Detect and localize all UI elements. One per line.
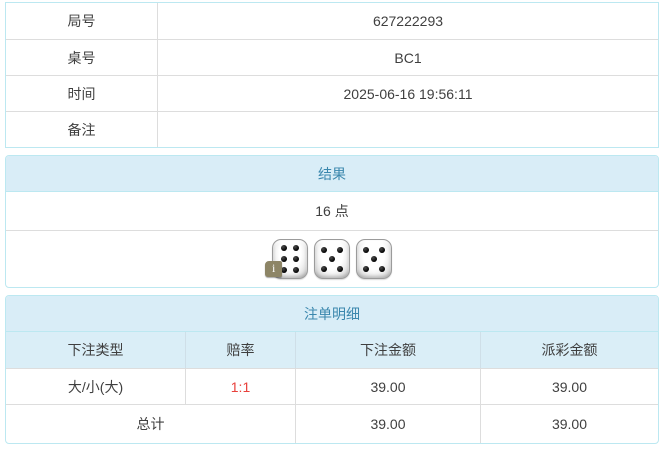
payout-amount: 39.00 bbox=[480, 368, 658, 404]
bet-type: 大/小(大) bbox=[6, 368, 185, 404]
bet-row: 大/小(大) 1:1 39.00 39.00 bbox=[6, 368, 658, 404]
die-5-icon bbox=[356, 239, 392, 279]
col-header-bet-type: 下注类型 bbox=[6, 332, 185, 368]
dice-row: i bbox=[6, 231, 658, 287]
table-number-value: BC1 bbox=[158, 39, 658, 75]
bet-panel: 注单明细 下注类型 赔率 下注金额 派彩金额 大/小(大) 1:1 39.00 … bbox=[5, 295, 659, 444]
col-header-payout-amount: 派彩金额 bbox=[480, 332, 658, 368]
bet-amount: 39.00 bbox=[295, 368, 480, 404]
table-number-label: 桌号 bbox=[6, 39, 158, 75]
total-payout-amount: 39.00 bbox=[480, 404, 658, 443]
bet-table-header-row: 下注类型 赔率 下注金额 派彩金额 bbox=[6, 332, 658, 368]
result-panel-header: 结果 bbox=[6, 156, 658, 192]
game-number-label: 局号 bbox=[6, 3, 158, 39]
page: 局号 627222293 桌号 BC1 时间 2025-06-16 19:56:… bbox=[5, 2, 659, 444]
table-row: 桌号 BC1 bbox=[6, 39, 658, 75]
game-info-table: 局号 627222293 桌号 BC1 时间 2025-06-16 19:56:… bbox=[5, 2, 659, 148]
col-header-bet-amount: 下注金额 bbox=[295, 332, 480, 368]
info-badge-icon: i bbox=[265, 261, 283, 277]
remark-value bbox=[158, 111, 658, 147]
die-6-icon: i bbox=[265, 239, 308, 279]
die-5-icon bbox=[314, 239, 350, 279]
bet-panel-header: 注单明细 bbox=[6, 296, 658, 332]
total-row: 总计 39.00 39.00 bbox=[6, 404, 658, 443]
result-points: 16 点 bbox=[6, 192, 658, 231]
bet-table: 下注类型 赔率 下注金额 派彩金额 大/小(大) 1:1 39.00 39.00… bbox=[6, 332, 658, 443]
table-row: 局号 627222293 bbox=[6, 3, 658, 39]
total-label: 总计 bbox=[6, 404, 295, 443]
time-value: 2025-06-16 19:56:11 bbox=[158, 75, 658, 111]
col-header-odds: 赔率 bbox=[185, 332, 295, 368]
result-panel: 结果 16 点 i bbox=[5, 155, 659, 288]
remark-label: 备注 bbox=[6, 111, 158, 147]
time-label: 时间 bbox=[6, 75, 158, 111]
game-number-value: 627222293 bbox=[372, 13, 444, 29]
table-row: 时间 2025-06-16 19:56:11 bbox=[6, 75, 658, 111]
total-bet-amount: 39.00 bbox=[295, 404, 480, 443]
table-row: 备注 bbox=[6, 111, 658, 147]
bet-odds: 1:1 bbox=[185, 368, 295, 404]
